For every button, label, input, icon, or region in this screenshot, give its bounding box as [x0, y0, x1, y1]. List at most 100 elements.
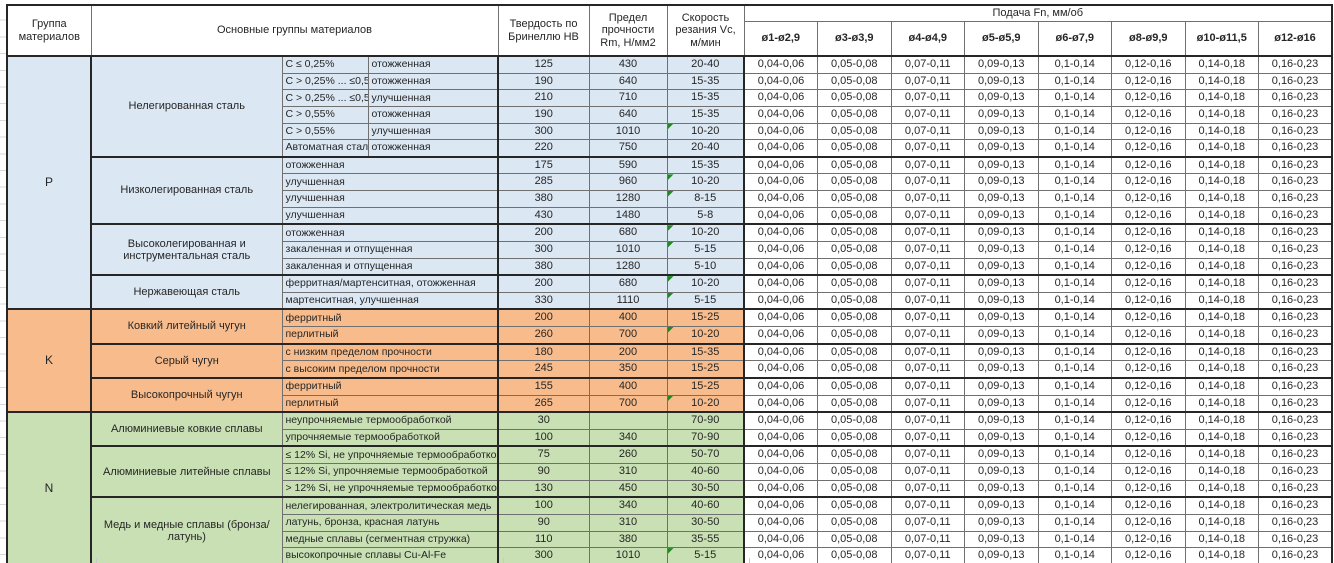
cell-hardness-hb[interactable]: 190 [497, 105, 590, 124]
cell-feed-value[interactable]: 0,16-0,23 [1258, 72, 1333, 91]
cell-feed-value[interactable]: 0,05-0,08 [817, 428, 892, 447]
cell-strength-rm[interactable]: 700 [588, 325, 668, 345]
cell-feed-value[interactable]: 0,1-0,14 [1037, 274, 1112, 293]
cell-feed-value[interactable]: 0,14-0,18 [1184, 54, 1259, 74]
header-feed-title[interactable]: Подача Fn, мм/об [743, 4, 1333, 23]
cell-condition[interactable]: C ≤ 0,25% [281, 54, 369, 74]
cell-feed-value[interactable]: 0,12-0,16 [1111, 325, 1186, 345]
cell-feed-value[interactable]: 0,16-0,23 [1258, 513, 1333, 532]
cell-feed-value[interactable]: 0,12-0,16 [1111, 445, 1186, 465]
cell-feed-value[interactable]: 0,14-0,18 [1184, 530, 1259, 549]
cell-feed-value[interactable]: 0,1-0,14 [1037, 105, 1112, 124]
cell-feed-value[interactable]: 0,14-0,18 [1184, 342, 1259, 362]
cell-feed-value[interactable]: 0,07-0,11 [890, 257, 965, 276]
cell-feed-value[interactable]: 0,09-0,13 [964, 139, 1039, 158]
cell-material-group-letter[interactable]: P [6, 54, 92, 310]
cell-feed-value[interactable]: 0,16-0,23 [1258, 428, 1333, 447]
cell-strength-rm[interactable]: 260 [588, 445, 668, 465]
cell-feed-value[interactable]: 0,14-0,18 [1184, 308, 1259, 328]
cell-feed-value[interactable]: 0,09-0,13 [964, 274, 1039, 293]
cell-material-group-letter[interactable]: N [6, 411, 92, 563]
cell-cutting-speed-vc[interactable]: 20-40 [666, 54, 745, 74]
cell-feed-value[interactable]: 0,04-0,06 [743, 479, 818, 498]
cell-cutting-speed-vc[interactable]: 10-20 [666, 325, 745, 345]
cell-feed-value[interactable]: 0,05-0,08 [817, 257, 892, 276]
cell-feed-value[interactable]: 0,05-0,08 [817, 173, 892, 191]
cell-feed-value[interactable]: 0,12-0,16 [1111, 513, 1186, 532]
cell-feed-value[interactable]: 0,05-0,08 [817, 479, 892, 498]
cell-cutting-speed-vc[interactable]: 40-60 [666, 496, 745, 515]
cell-cutting-speed-vc[interactable]: 15-25 [666, 360, 745, 379]
cell-feed-value[interactable]: 0,07-0,11 [890, 428, 965, 447]
cell-feed-value[interactable]: 0,04-0,06 [743, 376, 818, 396]
cell-feed-value[interactable]: 0,07-0,11 [890, 325, 965, 345]
cell-feed-value[interactable]: 0,05-0,08 [817, 155, 892, 175]
cell-feed-value[interactable]: 0,07-0,11 [890, 445, 965, 465]
cell-feed-value[interactable]: 0,14-0,18 [1184, 223, 1259, 242]
cell-material-group-name[interactable]: Высоколегированная и инструментальная ст… [90, 223, 283, 276]
cell-cutting-speed-vc[interactable]: 10-20 [666, 274, 745, 293]
cell-condition[interactable]: перлитный [281, 394, 499, 413]
cell-feed-value[interactable]: 0,12-0,16 [1111, 496, 1186, 515]
cell-feed-value[interactable]: 0,09-0,13 [964, 360, 1039, 379]
cell-feed-value[interactable]: 0,16-0,23 [1258, 360, 1333, 379]
feed-diameter-column-header[interactable]: ø4-ø4,9 [890, 21, 965, 57]
cell-feed-value[interactable]: 0,07-0,11 [890, 308, 965, 328]
cell-feed-value[interactable]: 0,12-0,16 [1111, 291, 1186, 310]
cell-condition[interactable]: высокопрочные сплавы Cu-Al-Fe [281, 547, 499, 563]
cell-feed-value[interactable]: 0,16-0,23 [1258, 291, 1333, 310]
cell-feed-value[interactable]: 0,05-0,08 [817, 223, 892, 242]
cell-feed-value[interactable]: 0,04-0,06 [743, 496, 818, 515]
cell-feed-value[interactable]: 0,14-0,18 [1184, 155, 1259, 175]
cell-feed-value[interactable]: 0,07-0,11 [890, 411, 965, 430]
cell-feed-value[interactable]: 0,16-0,23 [1258, 463, 1333, 481]
cell-cutting-speed-vc[interactable]: 20-40 [666, 139, 745, 158]
cell-feed-value[interactable]: 0,14-0,18 [1184, 190, 1259, 208]
cell-strength-rm[interactable]: 680 [588, 223, 668, 242]
header-material-group[interactable]: Группа материалов [6, 4, 92, 57]
cell-feed-value[interactable]: 0,16-0,23 [1258, 445, 1333, 465]
feed-diameter-column-header[interactable]: ø1-ø2,9 [743, 21, 818, 57]
cell-feed-value[interactable]: 0,1-0,14 [1037, 428, 1112, 447]
cell-cutting-speed-vc[interactable]: 15-35 [666, 342, 745, 362]
cell-feed-value[interactable]: 0,16-0,23 [1258, 155, 1333, 175]
cell-cutting-speed-vc[interactable]: 30-50 [666, 513, 745, 532]
cell-feed-value[interactable]: 0,12-0,16 [1111, 257, 1186, 276]
cell-state[interactable]: отожженная [367, 54, 499, 74]
cell-strength-rm[interactable]: 590 [588, 155, 668, 175]
cell-feed-value[interactable]: 0,1-0,14 [1037, 411, 1112, 430]
cell-feed-value[interactable]: 0,09-0,13 [964, 479, 1039, 498]
cell-feed-value[interactable]: 0,14-0,18 [1184, 139, 1259, 158]
cell-feed-value[interactable]: 0,05-0,08 [817, 308, 892, 328]
cell-feed-value[interactable]: 0,09-0,13 [964, 342, 1039, 362]
cell-hardness-hb[interactable]: 110 [497, 530, 590, 549]
cell-feed-value[interactable]: 0,1-0,14 [1037, 463, 1112, 481]
cell-feed-value[interactable]: 0,1-0,14 [1037, 394, 1112, 413]
cell-feed-value[interactable]: 0,16-0,23 [1258, 173, 1333, 191]
cell-feed-value[interactable]: 0,05-0,08 [817, 530, 892, 549]
cell-feed-value[interactable]: 0,07-0,11 [890, 342, 965, 362]
cell-feed-value[interactable]: 0,07-0,11 [890, 463, 965, 481]
cell-feed-value[interactable]: 0,04-0,06 [743, 308, 818, 328]
cell-feed-value[interactable]: 0,05-0,08 [817, 89, 892, 107]
cell-feed-value[interactable]: 0,14-0,18 [1184, 72, 1259, 91]
cell-feed-value[interactable]: 0,05-0,08 [817, 72, 892, 91]
cell-feed-value[interactable]: 0,09-0,13 [964, 89, 1039, 107]
cell-strength-rm[interactable] [588, 411, 668, 430]
cell-cutting-speed-vc[interactable]: 50-70 [666, 445, 745, 465]
cell-feed-value[interactable]: 0,16-0,23 [1258, 411, 1333, 430]
cell-feed-value[interactable]: 0,16-0,23 [1258, 342, 1333, 362]
cell-feed-value[interactable]: 0,1-0,14 [1037, 89, 1112, 107]
cell-state[interactable]: отожженная [367, 139, 499, 158]
cell-cutting-speed-vc[interactable]: 10-20 [666, 173, 745, 191]
cell-cutting-speed-vc[interactable]: 10-20 [666, 394, 745, 413]
cell-feed-value[interactable]: 0,12-0,16 [1111, 72, 1186, 91]
cell-strength-rm[interactable]: 340 [588, 496, 668, 515]
cell-feed-value[interactable]: 0,09-0,13 [964, 72, 1039, 91]
cell-feed-value[interactable]: 0,16-0,23 [1258, 105, 1333, 124]
cell-strength-rm[interactable]: 1110 [588, 291, 668, 310]
cell-feed-value[interactable]: 0,04-0,06 [743, 173, 818, 191]
cell-condition[interactable]: с низким пределом прочности [281, 342, 499, 362]
cell-feed-value[interactable]: 0,04-0,06 [743, 206, 818, 225]
cell-hardness-hb[interactable]: 245 [497, 360, 590, 379]
